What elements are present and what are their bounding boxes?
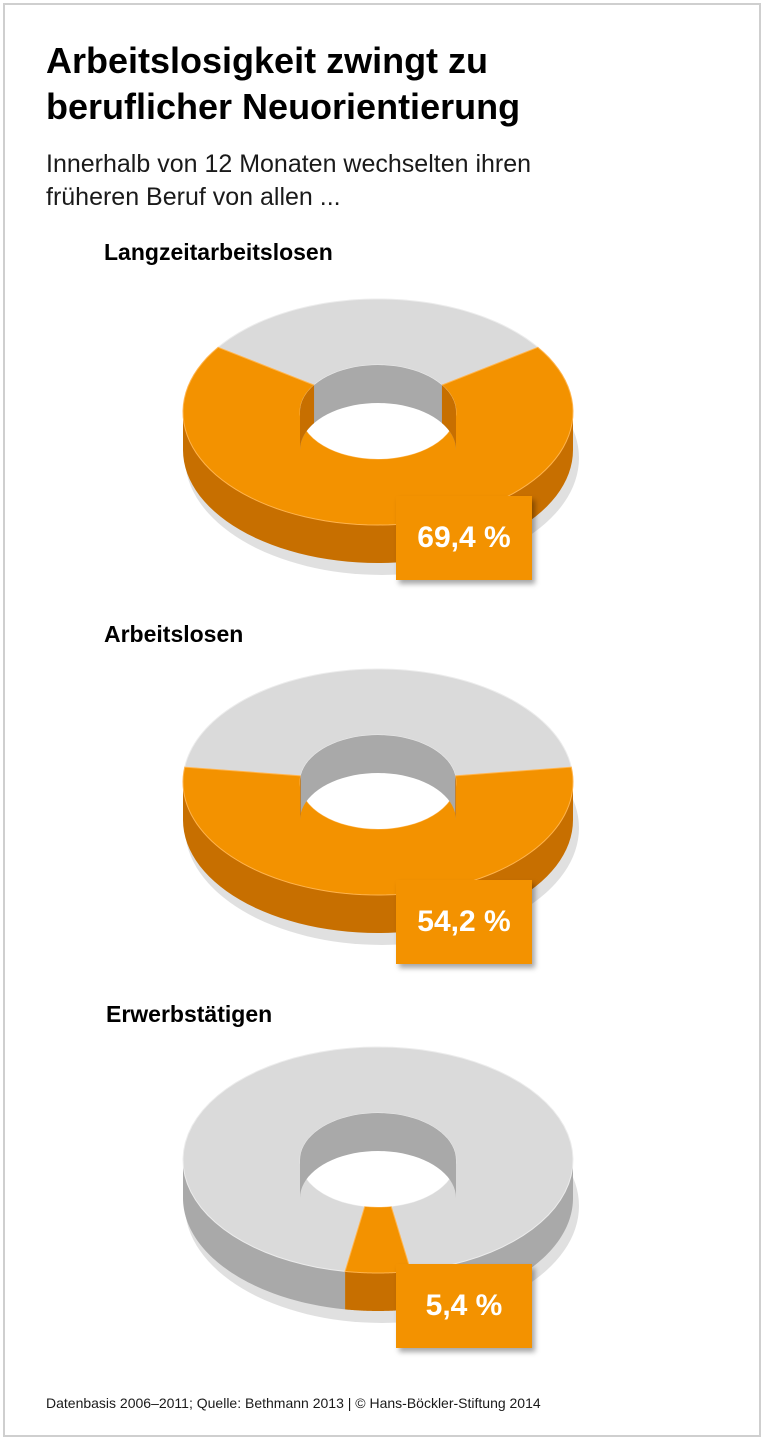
group-label-arbeitslose: Arbeitslosen xyxy=(104,621,244,647)
donut-side-highlight xyxy=(345,1271,411,1311)
value-label-erwerbstaetige: 5,4 % xyxy=(396,1264,532,1348)
donut-inner-wall-highlight xyxy=(441,385,456,450)
donut-inner-wall xyxy=(300,1113,456,1198)
chart-title: Arbeitslosigkeit zwingt zu beruflicher N… xyxy=(46,38,746,130)
group-label-langzeitarbeitslose: Langzeitarbeitslosen xyxy=(104,239,333,265)
chart-title-line-2: beruflicher Neuorientierung xyxy=(46,86,521,127)
donut-inner-wall xyxy=(300,365,456,450)
donut-side-rest xyxy=(183,1160,346,1310)
value-label-arbeitslose: 54,2 % xyxy=(396,880,532,964)
donut-inner-wall-highlight xyxy=(300,385,315,450)
donut-inner-wall-highlight xyxy=(455,775,456,820)
source-footer: Datenbasis 2006–2011; Quelle: Bethmann 2… xyxy=(46,1395,541,1411)
donut-inner-wall xyxy=(300,735,456,820)
donut-inner-wall-highlight xyxy=(300,775,301,820)
chart-subtitle: Innerhalb von 12 Monaten wechselten ihre… xyxy=(46,148,746,214)
chart-subtitle-line-1: Innerhalb von 12 Monaten wechselten ihre… xyxy=(46,150,532,178)
chart-subtitle-line-2: früheren Beruf von allen ... xyxy=(46,183,341,211)
donut-slice-highlight xyxy=(344,1205,412,1274)
value-label-langzeitarbeitslose: 69,4 % xyxy=(396,496,532,580)
group-label-erwerbstaetige: Erwerbstätigen xyxy=(106,1001,273,1027)
chart-title-line-1: Arbeitslosigkeit zwingt zu xyxy=(46,40,489,81)
page-frame xyxy=(3,3,761,1437)
